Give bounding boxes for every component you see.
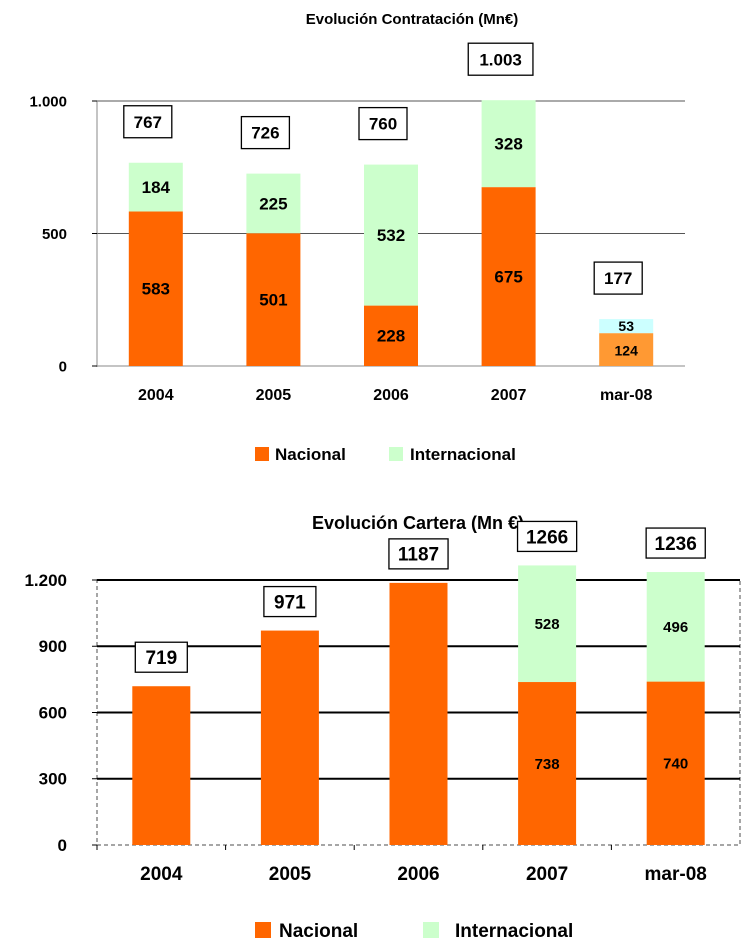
c1-bar-nacional xyxy=(599,333,654,366)
c1-bar-internacional xyxy=(364,164,418,306)
c2-x-tick-label: mar-08 xyxy=(645,864,707,885)
c2-bar-nacional xyxy=(389,582,448,845)
c2-y-tick-label: 900 xyxy=(39,637,67,656)
c1-total-box xyxy=(467,42,534,76)
c2-total-box xyxy=(263,585,317,618)
chart1-legend-swatch-nacional xyxy=(255,447,269,461)
c1-x-tick-label: 2006 xyxy=(373,387,409,404)
chart2-legend-swatch-nacional xyxy=(255,922,271,938)
c2-data-label-nacional: 738 xyxy=(535,756,560,773)
c1-total-label: 760 xyxy=(369,115,397,134)
chart1-x-ticks: 2004 2005 2006 2007 mar-08 xyxy=(138,387,653,404)
c1-data-label-internacional: 184 xyxy=(142,178,171,197)
c1-total-label: 177 xyxy=(604,269,632,288)
c2-data-label-internacional: 528 xyxy=(535,616,560,633)
c1-y-tick-label: 500 xyxy=(42,226,67,243)
c1-total-label: 767 xyxy=(134,113,162,132)
c2-data-label-nacional: 740 xyxy=(663,756,688,773)
c1-data-label-nacional: 124 xyxy=(615,343,639,359)
c1-x-tick-label: 2005 xyxy=(256,387,292,404)
c2-bar-nacional xyxy=(132,686,191,845)
c2-data-label-internacional: 496 xyxy=(663,619,688,636)
c1-bar-internacional xyxy=(599,319,654,334)
c1-data-label-nacional: 501 xyxy=(259,291,287,310)
c1-bar-nacional xyxy=(481,187,536,366)
chart-cartera: Evolución Cartera (Mn €) 0 300 600 900 1.200… xyxy=(24,513,741,942)
c1-data-label-internacional: 225 xyxy=(259,194,287,213)
c2-total-box xyxy=(134,641,188,673)
chart2-y-ticks: 0 300 600 900 1.200 xyxy=(24,571,97,855)
chart1-legend-label-internacional: Internacional xyxy=(410,445,516,464)
c2-y-tick-label: 1.200 xyxy=(24,571,67,590)
c1-x-tick-label: 2004 xyxy=(138,387,174,404)
c2-bar-internacional xyxy=(518,565,577,683)
c1-total-box xyxy=(593,261,643,295)
c1-total-box xyxy=(240,115,291,150)
c1-bar-nacional xyxy=(246,233,301,366)
c2-y-tick-label: 300 xyxy=(39,770,67,789)
c1-data-label-nacional: 675 xyxy=(494,268,522,287)
c1-data-label-internacional: 532 xyxy=(377,226,405,245)
c1-bar-internacional xyxy=(128,162,183,212)
chart2-legend-swatch-internacional xyxy=(423,922,439,938)
c1-total-box xyxy=(123,105,173,139)
chart2-legend: Nacional Internacional xyxy=(255,921,573,942)
c2-x-tick-label: 2004 xyxy=(140,864,183,885)
chart1-y-ticks: 0 500 1.000 xyxy=(29,93,97,375)
chart1-legend-label-nacional: Nacional xyxy=(275,445,346,464)
c2-bar-nacional xyxy=(260,630,319,845)
c1-data-label-internacional: 328 xyxy=(494,135,522,154)
c2-total-label: 1187 xyxy=(398,545,439,566)
c2-bar-internacional xyxy=(646,572,705,682)
c2-total-box xyxy=(516,520,578,553)
chart1-title: Evolución Contratación (Mn€) xyxy=(306,11,519,28)
c2-x-tick-label: 2006 xyxy=(397,864,439,885)
c2-total-label: 719 xyxy=(145,648,177,669)
c1-data-label-nacional: 583 xyxy=(142,280,170,299)
chart2-legend-label-internacional: Internacional xyxy=(455,921,573,942)
c2-x-tick-label: 2005 xyxy=(269,864,312,885)
c2-x-tick-label: 2007 xyxy=(526,864,568,885)
c1-x-tick-label: 2007 xyxy=(491,387,527,404)
chart1-bars: 583 184 767 501 225 726 228 532 760 675 328 1.003 12… xyxy=(123,42,654,366)
chart-contratacion: Evolución Contratación (Mn€) 0 500 1.000 5… xyxy=(29,11,685,464)
chart1-legend: Nacional Internacional xyxy=(255,445,516,464)
c1-bar-internacional xyxy=(246,173,301,234)
c2-bar-nacional xyxy=(518,682,577,845)
chart1-legend-swatch-internacional xyxy=(389,447,403,461)
c1-y-tick-label: 1.000 xyxy=(29,93,67,110)
c1-data-label-internacional: 53 xyxy=(618,318,634,334)
c2-y-tick-label: 0 xyxy=(58,836,67,855)
c2-total-box xyxy=(645,527,706,559)
chart2-x-ticks: 2004 2005 2006 2007 mar-08 xyxy=(96,845,707,885)
c2-total-label: 971 xyxy=(274,592,306,613)
c1-x-tick-label: mar-08 xyxy=(600,387,653,404)
c1-bar-internacional xyxy=(481,100,536,188)
c1-bar-nacional xyxy=(128,211,183,366)
c2-y-tick-label: 600 xyxy=(39,703,67,722)
c1-total-label: 1.003 xyxy=(479,50,522,69)
c1-total-box xyxy=(358,106,408,141)
c1-total-label: 726 xyxy=(251,124,279,143)
c1-data-label-nacional: 228 xyxy=(377,327,405,346)
c1-bar-nacional xyxy=(364,305,418,366)
c2-total-box xyxy=(388,538,449,570)
chart2-bars: 719 971 1187 738 528 1266 740 496 1236 xyxy=(132,520,706,845)
c1-y-tick-label: 0 xyxy=(59,358,67,375)
c2-total-label: 1266 xyxy=(526,527,568,548)
chart2-legend-label-nacional: Nacional xyxy=(279,921,358,942)
c2-total-label: 1236 xyxy=(655,534,697,555)
chart2-title: Evolución Cartera (Mn €) xyxy=(312,513,524,533)
c2-bar-nacional xyxy=(646,681,705,845)
